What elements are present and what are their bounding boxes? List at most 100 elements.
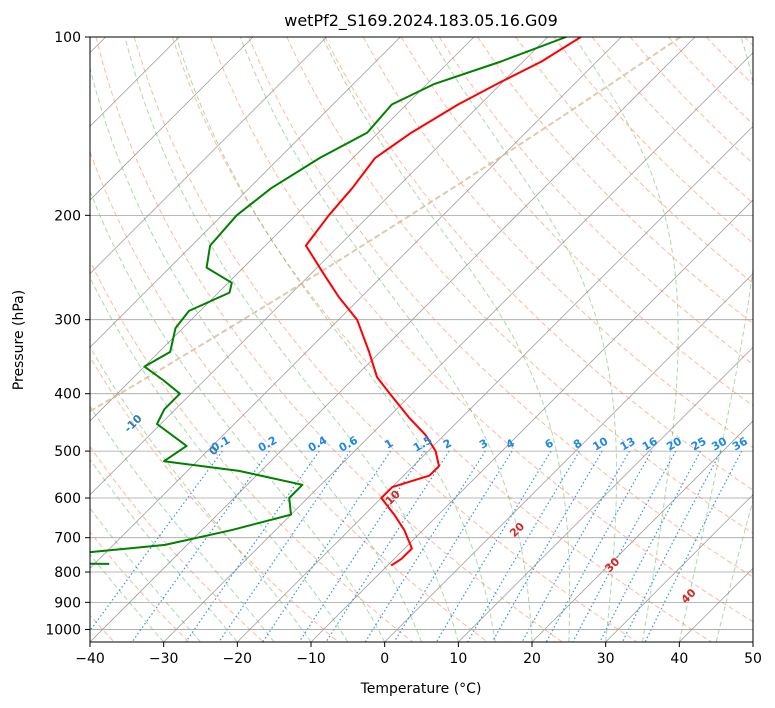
mixing-ratio-label: 6 (543, 436, 556, 451)
chart-title: wetPf2_S169.2024.183.05.16.G09 (284, 11, 558, 31)
isotherm-line (531, 420, 753, 642)
x-tick-label: 20 (523, 651, 541, 667)
dry-adiabat-line (90, 150, 488, 642)
mixing-ratio-line (572, 450, 677, 642)
dry-adiabat-line (90, 356, 339, 642)
mixing-ratio-label: 16 (640, 434, 660, 453)
mixing-ratio-label: 13 (618, 435, 638, 454)
dry-adiabat-line (95, 37, 563, 642)
x-tick-label: 40 (670, 651, 688, 667)
mixing-ratio-line (491, 450, 603, 642)
moist-adiabat-line (715, 498, 753, 642)
mixing-ratio-line (90, 450, 223, 632)
mixing-ratio-line (521, 450, 631, 642)
mixing-ratio-line (393, 450, 513, 642)
y-tick-label: 1000 (45, 622, 81, 638)
x-tick-label: 0 (380, 651, 389, 667)
isotherm-line (679, 567, 753, 642)
moist-adiabat-line (678, 37, 753, 642)
x-tick-label: −20 (223, 651, 253, 667)
isotherm-line (458, 346, 753, 642)
dry-adiabat-line (362, 37, 753, 449)
dry-adiabat-line (477, 37, 753, 325)
dry-adiabat-lines (90, 37, 753, 642)
moist-adiabat-lines (90, 37, 753, 642)
moist-adiabat-line (90, 507, 201, 642)
isotherm-line (90, 37, 401, 348)
mixing-ratio-line (621, 450, 722, 642)
dry-adiabat-line (90, 531, 190, 642)
mixing-ratio-line (185, 450, 320, 642)
y-tick-label: 400 (54, 387, 81, 403)
moist-adiabat-line (90, 553, 165, 642)
mixing-ratio-line (435, 450, 552, 642)
x-tick-label: −10 (296, 651, 326, 667)
isotherm-line (237, 125, 753, 642)
y-axis-label: Pressure (hPa) (11, 290, 27, 390)
moist-adiabat-line (322, 37, 571, 642)
isotherm-line (384, 273, 753, 642)
x-tick-label: 30 (597, 651, 615, 667)
moist-adiabat-label: 40 (679, 586, 699, 606)
y-axis-ticks: 100 200 300 400 500 600 700 800 900 1000 (45, 30, 90, 638)
dry-adiabat-line (400, 37, 753, 407)
mixing-ratio-label: 4 (504, 436, 517, 451)
y-tick-label: 500 (54, 444, 81, 460)
mixing-ratio-line (262, 450, 392, 642)
x-axis-ticks: −40 −30 −20 −10 0 10 20 30 40 50 (75, 642, 762, 667)
dry-adiabat-line (438, 37, 753, 366)
isotherm-line (90, 37, 254, 201)
dry-adiabat-line (286, 37, 753, 534)
x-tick-label: −30 (149, 651, 179, 667)
moist-adiabat-line (574, 37, 679, 642)
isotherm-line (163, 52, 753, 642)
dry-adiabat-line (171, 37, 712, 642)
mixing-ratio-line (466, 450, 580, 642)
y-tick-label: 300 (54, 313, 81, 329)
dry-adiabat-line (744, 37, 753, 47)
moist-adiabat-line (430, 37, 617, 642)
y-tick-label: 600 (54, 491, 81, 507)
moist-adiabat-line (90, 345, 312, 642)
isotherm-line (90, 37, 327, 275)
dry-adiabat-line (515, 37, 753, 284)
mixing-ratio-label: 10 (591, 434, 611, 453)
x-tick-label: 10 (449, 651, 467, 667)
isotherm-line (752, 641, 753, 642)
isotherm-lines (90, 37, 753, 642)
moist-adiabat-line (90, 189, 386, 642)
mixing-ratio-line (644, 450, 743, 642)
mixing-ratio-label: 20 (664, 434, 684, 453)
dry-adiabat-line (591, 37, 753, 204)
mixing-ratio-label: 2 (441, 437, 454, 452)
moist-adiabat-line (90, 65, 422, 642)
profile-series (90, 37, 582, 567)
y-tick-label: 100 (54, 30, 81, 46)
mixing-ratio-label: 30 (709, 434, 729, 453)
mixing-ratio-label: 25 (689, 435, 709, 454)
line-labels: 0.10.20.40.611.52346810131620253036-100-… (122, 412, 751, 606)
dry-adiabat-line (133, 37, 638, 642)
isotherm-line (90, 37, 548, 496)
y-tick-label: 900 (54, 595, 81, 611)
mixing-ratio-line (325, 450, 450, 642)
x-tick-label: −40 (75, 651, 105, 667)
isotherm-line (90, 37, 696, 642)
y-tick-label: 200 (54, 208, 81, 224)
moist-adiabat-line (124, 37, 459, 642)
moist-adiabat-line (90, 458, 238, 642)
dry-adiabat-label: -10 (122, 412, 145, 435)
dry-adiabat-line (324, 37, 753, 491)
dry-adiabat-line (248, 37, 753, 578)
dry-adiabat-line (210, 37, 753, 623)
pressure-grid (90, 37, 753, 630)
dry-adiabat-line (90, 259, 414, 642)
dry-adiabat-line (706, 37, 753, 86)
mixing-ratio-lines (90, 450, 743, 642)
temperature-line (304, 37, 582, 567)
mixing-ratio-line (545, 450, 653, 642)
moist-adiabat-line (175, 37, 496, 642)
y-tick-label: 800 (54, 565, 81, 581)
mixing-ratio-line (599, 450, 702, 642)
